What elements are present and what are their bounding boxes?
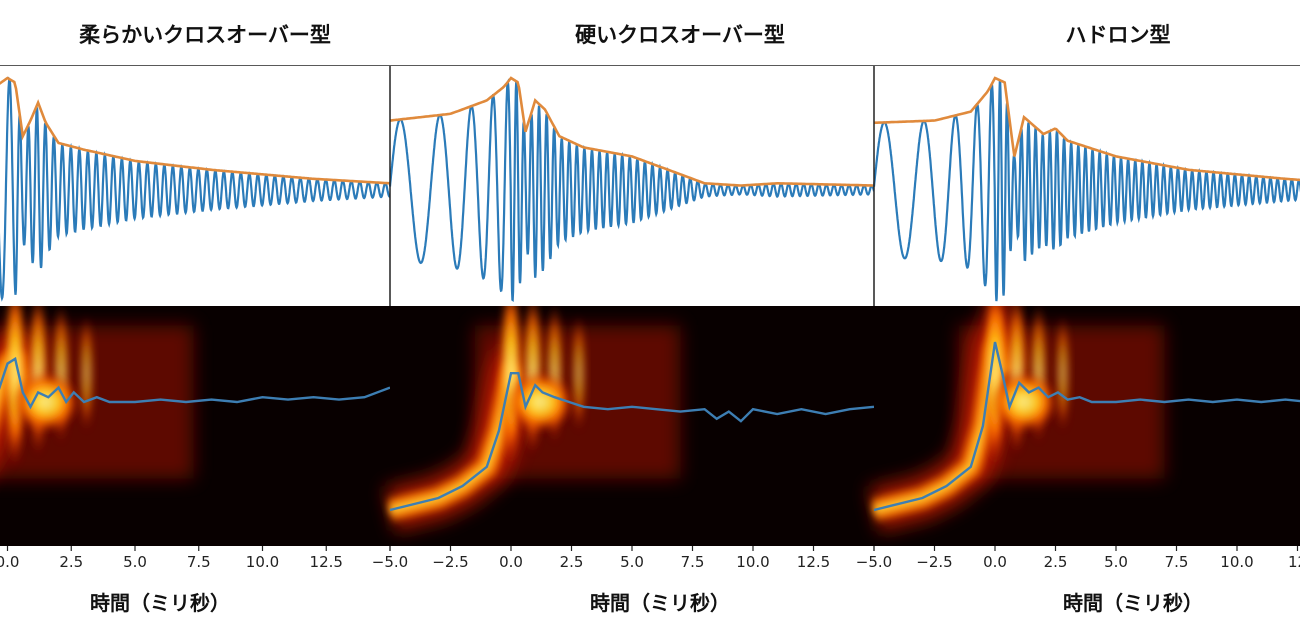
x-tick-label: 0.0 xyxy=(499,553,523,571)
waveform-panel-bg xyxy=(0,66,390,306)
x-tick-label: 10.0 xyxy=(736,553,769,571)
x-tick-label: −2.5 xyxy=(916,553,952,571)
x-tick-label: 12 xyxy=(1288,553,1300,571)
xaxis-label-left: 時間（ミリ秒） xyxy=(90,591,230,615)
frequency-track-line xyxy=(0,356,391,410)
envelope-line xyxy=(873,76,1300,182)
x-tick-label: 5.0 xyxy=(123,553,147,571)
x-tick-label: 10.0 xyxy=(246,553,279,571)
x-tick-label: 12.5 xyxy=(310,553,343,571)
x-tick-label: −5.0 xyxy=(372,553,408,571)
x-tick-label: 2.5 xyxy=(59,553,83,571)
panel-title-hadronic: ハドロン型 xyxy=(1066,23,1171,47)
x-tick-label: 5.0 xyxy=(620,553,644,571)
spectrogram-layer xyxy=(0,306,1300,546)
xaxis-label-right: 時間（ミリ秒） xyxy=(1063,591,1203,615)
x-tick-label: 7.5 xyxy=(187,553,211,571)
tick-layer: 0.0 2.5 5.0 7.5 10.0 12.5 −5.0 −2.5 0.0 2.5 5.0 7.5… xyxy=(0,546,1300,571)
spectrogram-hotspot xyxy=(11,372,80,432)
envelope-line xyxy=(0,76,391,185)
x-tick-label: −5.0 xyxy=(856,553,892,571)
spectrogram-streak xyxy=(571,314,587,433)
x-tick-label: −2.5 xyxy=(432,553,468,571)
panels-group: 0.0 2.5 5.0 7.5 10.0 12.5 −5.0 −2.5 0.0 2.5 5.0 7.5… xyxy=(0,66,1300,571)
x-tick-label: 10.0 xyxy=(1220,553,1253,571)
x-tick-label: 2.5 xyxy=(1044,553,1068,571)
panel-title-soft-crossover: 柔らかいクロスオーバー型 xyxy=(79,23,331,47)
waveform-line xyxy=(388,78,876,302)
panel-title-hard-crossover: 硬いクロスオーバー型 xyxy=(575,23,785,47)
spectrogram-streak xyxy=(79,314,95,433)
x-tick-label: 2.5 xyxy=(560,553,584,571)
frequency-track-line xyxy=(389,372,875,512)
spectrogram-streak xyxy=(1055,314,1071,433)
frequency-track-line xyxy=(873,341,1300,512)
spectrogram-hotspot xyxy=(506,372,575,432)
x-tick-label: 0.0 xyxy=(0,553,19,571)
x-tick-label: 12.5 xyxy=(797,553,830,571)
waveform-line xyxy=(0,76,391,302)
envelope-line xyxy=(389,76,874,187)
x-tick-label: 7.5 xyxy=(681,553,705,571)
spectrogram-hotspot xyxy=(990,372,1059,432)
x-tick-label: 7.5 xyxy=(1165,553,1189,571)
x-tick-label: 0.0 xyxy=(983,553,1007,571)
waveform-layer xyxy=(0,66,1300,306)
x-tick-label: 5.0 xyxy=(1104,553,1128,571)
xaxis-label-middle: 時間（ミリ秒） xyxy=(590,591,730,615)
spectrogram-streak xyxy=(3,306,28,469)
